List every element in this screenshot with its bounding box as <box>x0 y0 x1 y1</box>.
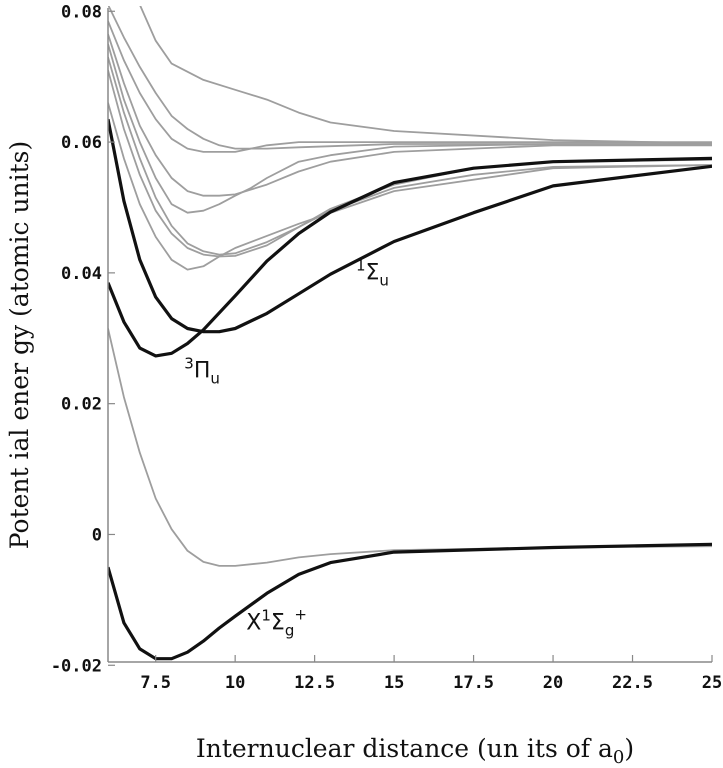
x-tick-label: 12.5 <box>294 673 335 693</box>
series-line-excited-state-6 <box>108 56 712 256</box>
series-line-excited-state-3 <box>108 20 712 153</box>
y-tick-label: -0.02 <box>51 656 102 676</box>
series-line-excited-state-8 <box>108 102 712 271</box>
series-line-excited-state-4 <box>108 33 712 197</box>
y-tick-label: 0.04 <box>61 264 102 284</box>
x-tick-label: 22.5 <box>612 673 653 693</box>
label-x1sigma-g: X1Σg+ <box>246 605 307 639</box>
x-axis-title: Internuclear distance (un its of a0) <box>196 734 634 768</box>
series-line-x1-g- <box>108 542 712 661</box>
x-tick-label: 10 <box>225 673 245 693</box>
y-tick-label: 0.08 <box>61 2 102 22</box>
axes-layer <box>107 8 712 663</box>
y-axis-title: Potent ial ener gy (atomic units) <box>5 141 34 550</box>
series-line-excited-state-7 <box>108 69 712 258</box>
label-1sigma-u: 1Σu <box>356 256 389 289</box>
x-tick-label: 7.5 <box>140 673 171 693</box>
ticks-layer: 0.08 0.06 0.04 0.02 0 -0.02 7.5 10 12.5 15 17.5 20 2… <box>51 2 722 693</box>
series-line-ground-like-excited <box>108 328 712 567</box>
series-line-excited-state-5 <box>108 43 712 214</box>
series-layer <box>108 6 712 661</box>
annotations-layer: 1Σu 3Πu X1Σg+ <box>184 256 389 639</box>
y-tick-label: 0 <box>92 525 102 545</box>
x-tick-label: 17.5 <box>453 673 494 693</box>
y-tick-label: 0.02 <box>61 395 102 415</box>
x-tick-label: 15 <box>384 673 404 693</box>
series-line-excited-state-2 <box>108 6 712 150</box>
y-tick-label: 0.06 <box>61 133 102 153</box>
label-3pi-u: 3Πu <box>184 355 220 388</box>
series-line-1-u <box>108 118 712 334</box>
series-line-excited-state-1 <box>139 6 712 145</box>
x-tick-label: 25 <box>702 673 722 693</box>
series-line-3-u <box>108 156 712 358</box>
x-tick-label: 20 <box>543 673 563 693</box>
